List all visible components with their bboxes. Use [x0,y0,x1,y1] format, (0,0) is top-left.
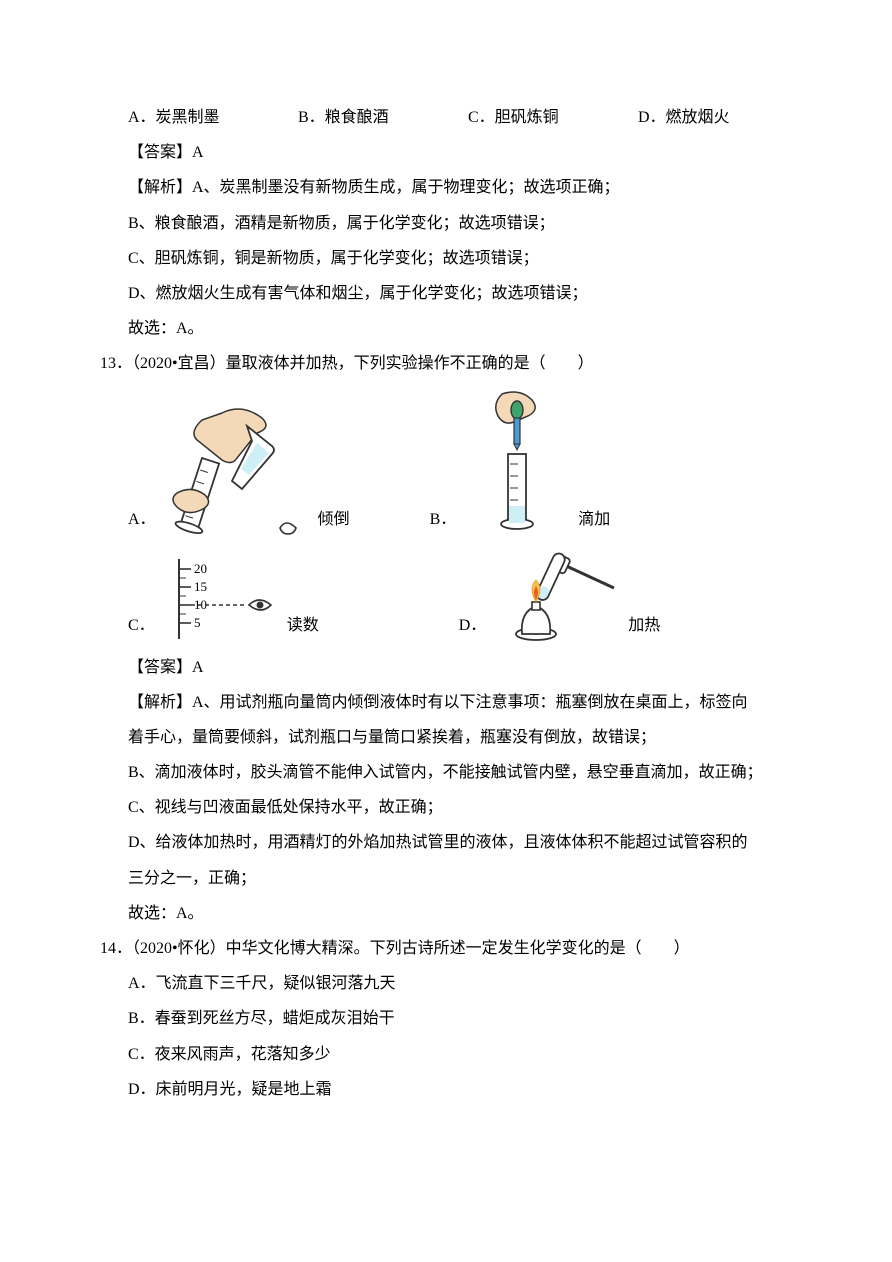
q13-analysis-b: B、滴加液体时，胶头滴管不能伸入试管内，不能接触试管内壁，悬空垂直滴加，故正确； [100,755,792,790]
q13-fig-d-cell: D． 加热 [459,544,661,644]
q14-number: 14． [100,940,132,957]
q12-analysis-d: D、燃放烟火生成有害气体和烟尘，属于化学变化；故选项错误； [100,276,792,311]
q13-fig-b-label: B． [430,502,457,537]
q12-option-a: A．炭黑制墨 [128,100,298,135]
q13-fig-b-caption: 滴加 [578,502,610,537]
q13-fig-b-cell: B． 滴加 [430,388,611,538]
q13-number: 13． [100,355,132,372]
q14-option-d: D．床前明月光，疑是地上霜 [100,1072,792,1107]
q12-options: A．炭黑制墨 B．粮食酿酒 C．胆矾炼铜 D．燃放烟火 [100,100,792,135]
q13-analysis-a2: 着手心，量筒要倾斜，试剂瓶口与量筒口紧挨着，瓶塞没有倒放，故错误； [100,720,792,755]
q13-stem: （2020•宜昌）量取液体并加热，下列实验操作不正确的是（ ） [132,355,594,372]
q12-answer: 【答案】A [100,135,792,170]
q13-fig-d-label: D． [459,608,487,643]
q13-fig-a-label: A． [128,502,156,537]
heating-figure-icon [492,544,622,644]
q12-conclude: 故选：A。 [100,311,792,346]
q13-fig-a-cell: A． 倾倒 [128,398,350,538]
reading-figure-icon: 20 15 10 5 [161,554,281,644]
q13-stem-line: 13．（2020•宜昌）量取液体并加热，下列实验操作不正确的是（ ） [100,346,792,381]
q12-option-d: D．燃放烟火 [638,100,730,135]
q14-stem-line: 14．（2020•怀化）中华文化博大精深。下列古诗所述一定发生化学变化的是（ ） [100,931,792,966]
q12-option-c: C．胆矾炼铜 [468,100,638,135]
tick-15: 15 [194,579,207,594]
q13-fig-c-label: C． [128,608,155,643]
q14-option-c: C．夜来风雨声，花落知多少 [100,1037,792,1072]
q13-fig-d-caption: 加热 [628,608,660,643]
q13-analysis-c: C、视线与凹液面最低处保持水平，故正确； [100,790,792,825]
q12-option-b: B．粮食酿酒 [298,100,468,135]
pouring-figure-icon [162,398,312,538]
tick-20: 20 [194,561,207,576]
q13-answer: 【答案】A [100,650,792,685]
q13-analysis-a1: 【解析】A、用试剂瓶向量筒内倾倒液体时有以下注意事项：瓶塞倒放在桌面上，标签向 [100,685,792,720]
q12-analysis-c: C、胆矾炼铜，铜是新物质，属于化学变化；故选项错误； [100,241,792,276]
dropper-figure-icon [462,388,572,538]
q14-option-b: B．春蚕到死丝方尽，蜡炬成灰泪始干 [100,1001,792,1036]
q13-fig-c-caption: 读数 [287,608,319,643]
q12-analysis-b: B、粮食酿酒，酒精是新物质，属于化学变化；故选项错误； [100,206,792,241]
q14-stem: （2020•怀化）中华文化博大精深。下列古诗所述一定发生化学变化的是（ ） [132,940,690,957]
q13-fig-row-1: A． 倾倒 [128,388,792,538]
q13-analysis-d1: D、给液体加热时，用酒精灯的外焰加热试管里的液体，且液体体积不能超过试管容积的 [100,825,792,860]
q12-analysis-a: 【解析】A、炭黑制墨没有新物质生成，属于物理变化；故选项正确； [100,170,792,205]
tick-5: 5 [194,615,201,630]
q13-conclude: 故选：A。 [100,896,792,931]
q13-fig-a-caption: 倾倒 [318,502,350,537]
q14-option-a: A．飞流直下三千尺，疑似银河落九天 [100,966,792,1001]
q13-analysis-d2: 三分之一，正确； [100,861,792,896]
q13-fig-row-2: C． 20 15 10 5 读数 D． [128,544,792,644]
q13-fig-c-cell: C． 20 15 10 5 读数 [128,554,319,644]
